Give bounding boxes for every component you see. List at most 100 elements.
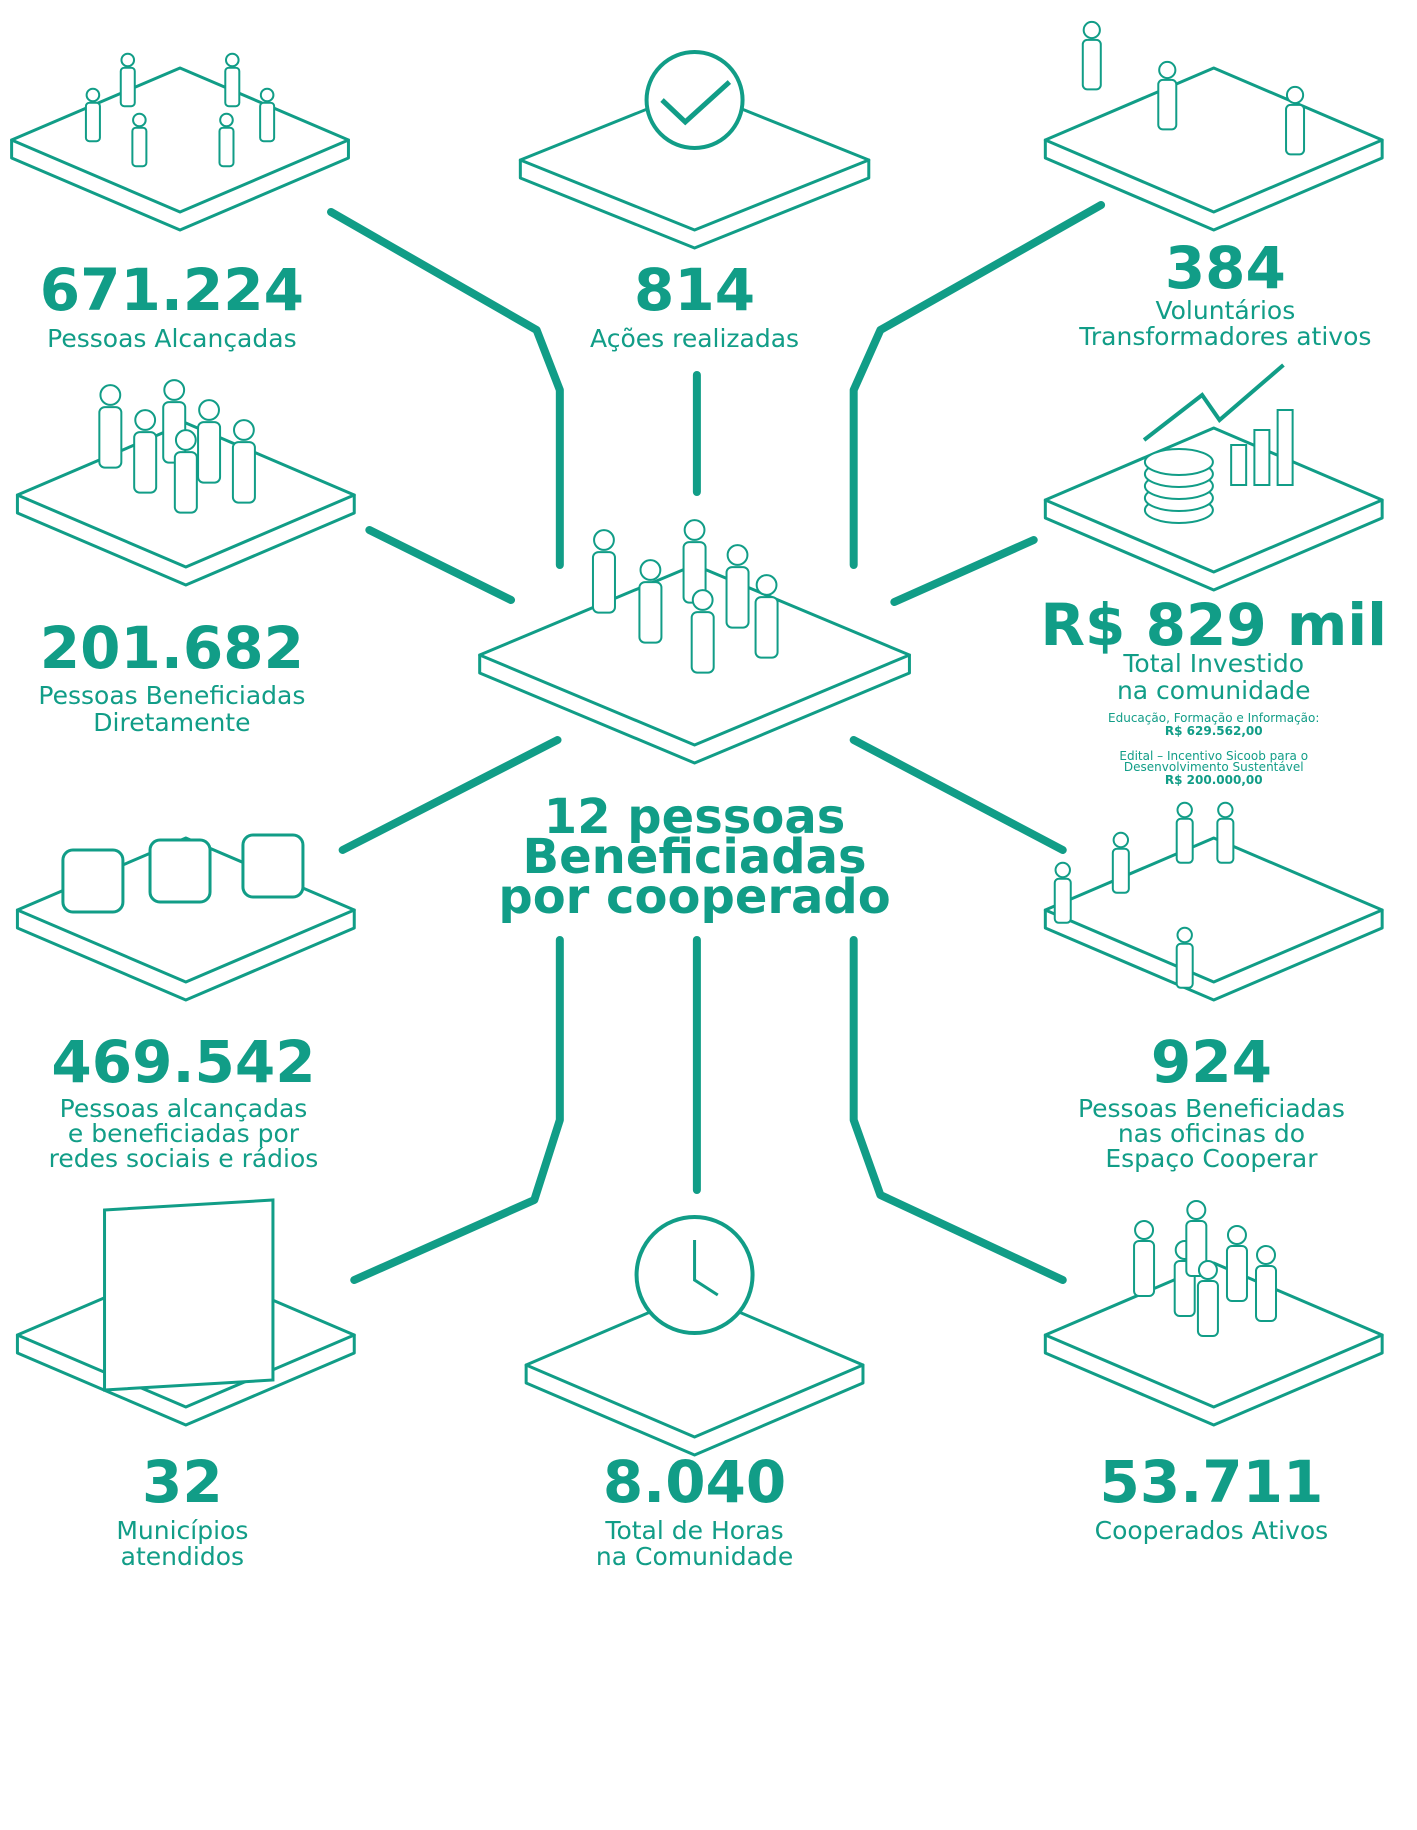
icon-clock-hands <box>693 1240 719 1297</box>
icon-person-head <box>163 379 186 401</box>
stat-label: Municípios <box>116 1516 248 1545</box>
stat-label: Total Investido <box>1122 649 1304 678</box>
icon-person-body <box>1133 1240 1156 1297</box>
stat-value: 201.682 <box>40 614 304 682</box>
stat-label: Transformadores ativos <box>1078 322 1371 351</box>
icon-person-head <box>1197 1260 1218 1280</box>
icon-media <box>148 838 212 904</box>
stat-value: 671.224 <box>40 256 304 324</box>
icon-person-head <box>85 87 101 103</box>
icon-person-head <box>120 52 136 68</box>
icon-person-head <box>1112 831 1130 849</box>
stat-value: 384 <box>1165 234 1286 302</box>
connector <box>338 736 562 854</box>
stat-label: Voluntários <box>1155 296 1295 325</box>
icon-person-head <box>726 544 749 566</box>
icon-bar <box>1230 444 1248 486</box>
connector <box>327 208 564 569</box>
stat-label: Diretamente <box>93 708 250 737</box>
stat-label: e beneficiadas por <box>68 1119 300 1148</box>
icon-person-body <box>1185 1220 1208 1277</box>
stat-value: 8.040 <box>603 1448 786 1516</box>
connector <box>365 526 516 604</box>
icon-person-body <box>1081 38 1102 91</box>
icon-person-body <box>754 596 779 659</box>
icon-person-head <box>1217 801 1234 819</box>
icon-check-circle <box>644 50 745 150</box>
icon-person-head <box>1082 20 1101 40</box>
icon-person-head <box>1176 926 1193 944</box>
icon-person-body <box>1111 847 1130 894</box>
icon-person-head <box>259 87 275 103</box>
icon-person-body <box>1285 103 1306 156</box>
icon-media <box>241 833 305 899</box>
investment-amount: R$ 629.562,00 <box>1165 724 1263 738</box>
icon-person-body <box>638 581 663 644</box>
icon-person-head <box>593 529 615 551</box>
icon-map <box>103 1198 275 1392</box>
icon-person-body <box>690 611 715 674</box>
stat-label: Pessoas Beneficiadas <box>38 681 305 710</box>
stat-label: Espaço Cooperar <box>1105 1144 1318 1173</box>
icon-person-head <box>99 384 122 406</box>
stat-label: Pessoas alcançadas <box>60 1094 308 1123</box>
connector <box>890 536 1038 606</box>
icon-person-head <box>683 519 706 541</box>
stat-value: 469.542 <box>51 1028 315 1096</box>
stat-value: 53.711 <box>1100 1448 1324 1516</box>
icon-person-body <box>231 441 256 504</box>
icon-person-body <box>84 101 101 143</box>
platform-top <box>1043 836 1384 984</box>
icon-person-body <box>173 451 198 514</box>
icon-person-head <box>132 112 147 128</box>
icon-person-head <box>224 52 240 68</box>
connector <box>849 936 1067 1284</box>
investment-label: Educação, Formação e Informação: <box>1108 711 1319 725</box>
icon-person-body <box>259 101 276 143</box>
icon-person-head <box>134 409 157 431</box>
icon-person-body <box>1053 877 1072 924</box>
icon-person-body <box>725 566 750 629</box>
connector <box>849 201 1106 569</box>
stat-label: Pessoas Alcançadas <box>47 324 296 353</box>
icon-person-body <box>1157 78 1178 131</box>
icon-person-body <box>98 406 123 469</box>
investment-label: Desenvolvimento Sustentável <box>1124 760 1304 774</box>
stat-label: Pessoas Beneficiadas <box>1078 1094 1345 1123</box>
icon-arrow <box>1142 363 1285 442</box>
icon-person-body <box>197 421 222 484</box>
icon-media <box>61 848 125 914</box>
icon-person-body <box>218 126 235 168</box>
icon-person-body <box>133 431 158 494</box>
connector <box>350 936 564 1284</box>
icon-person-body <box>131 126 148 168</box>
platform-top <box>10 66 350 214</box>
icon-person-body <box>1175 942 1194 989</box>
icon-person-head <box>1256 1245 1277 1265</box>
stat-value: 32 <box>142 1448 223 1516</box>
platform-top <box>1043 426 1384 574</box>
investment-label: Edital – Incentivo Sicoob para o <box>1119 749 1308 763</box>
icon-person-body <box>591 551 616 614</box>
icon-coin <box>1143 448 1214 476</box>
icon-person-body <box>224 66 241 108</box>
icon-bar <box>1276 409 1294 486</box>
icon-person-head <box>1186 1200 1207 1220</box>
icon-person-head <box>1054 861 1071 879</box>
icon-person-head <box>233 419 255 441</box>
stat-value: 924 <box>1151 1028 1272 1096</box>
stat-value: 814 <box>634 256 755 324</box>
icon-person-body <box>119 66 136 108</box>
icon-person-head <box>1134 1220 1155 1240</box>
stat-value: R$ 829 mil <box>1040 591 1387 659</box>
icon-person-body <box>1225 1245 1248 1302</box>
icon-person-head <box>1176 801 1193 819</box>
stat-label: Cooperados Ativos <box>1095 1516 1329 1545</box>
icon-check <box>660 80 732 126</box>
stat-label: na Comunidade <box>596 1542 793 1571</box>
icon-person-head <box>198 399 220 421</box>
connector <box>849 736 1067 854</box>
icon-person-head <box>639 559 662 581</box>
icon-person-body <box>1196 1280 1219 1337</box>
icon-person-head <box>755 574 778 596</box>
